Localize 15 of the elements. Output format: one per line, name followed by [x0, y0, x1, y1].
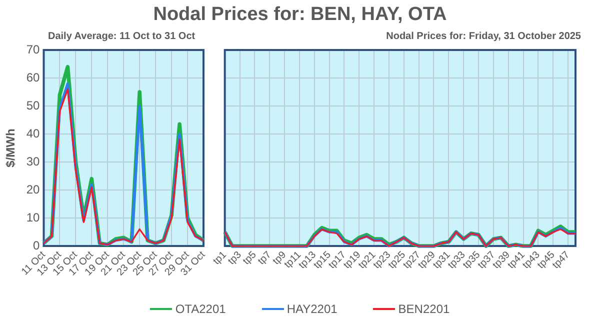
chart-subtitle: Nodal Prices for: Friday, 31 October 2025 [386, 31, 581, 42]
y-tick-label: 0 [33, 238, 40, 252]
y-tick-label: 60 [26, 70, 40, 84]
y-tick-label: 50 [26, 98, 40, 112]
text: Nodal Prices for: BEN, HAY, OTA [152, 4, 448, 26]
chart-subtitle: Daily Average: 11 Oct to 31 Oct [48, 31, 196, 42]
y-axis-title: $/MWh [4, 128, 18, 168]
y-tick-label: 70 [26, 42, 40, 56]
y-tick-label: 20 [26, 182, 40, 196]
legend-label: OTA2201 [175, 302, 226, 316]
y-tick-label: 10 [26, 210, 40, 224]
legend-label: HAY2201 [286, 302, 338, 316]
legend-label: BEN2201 [398, 302, 450, 316]
y-tick-label: 40 [26, 126, 40, 140]
y-tick-label: 30 [26, 154, 40, 168]
